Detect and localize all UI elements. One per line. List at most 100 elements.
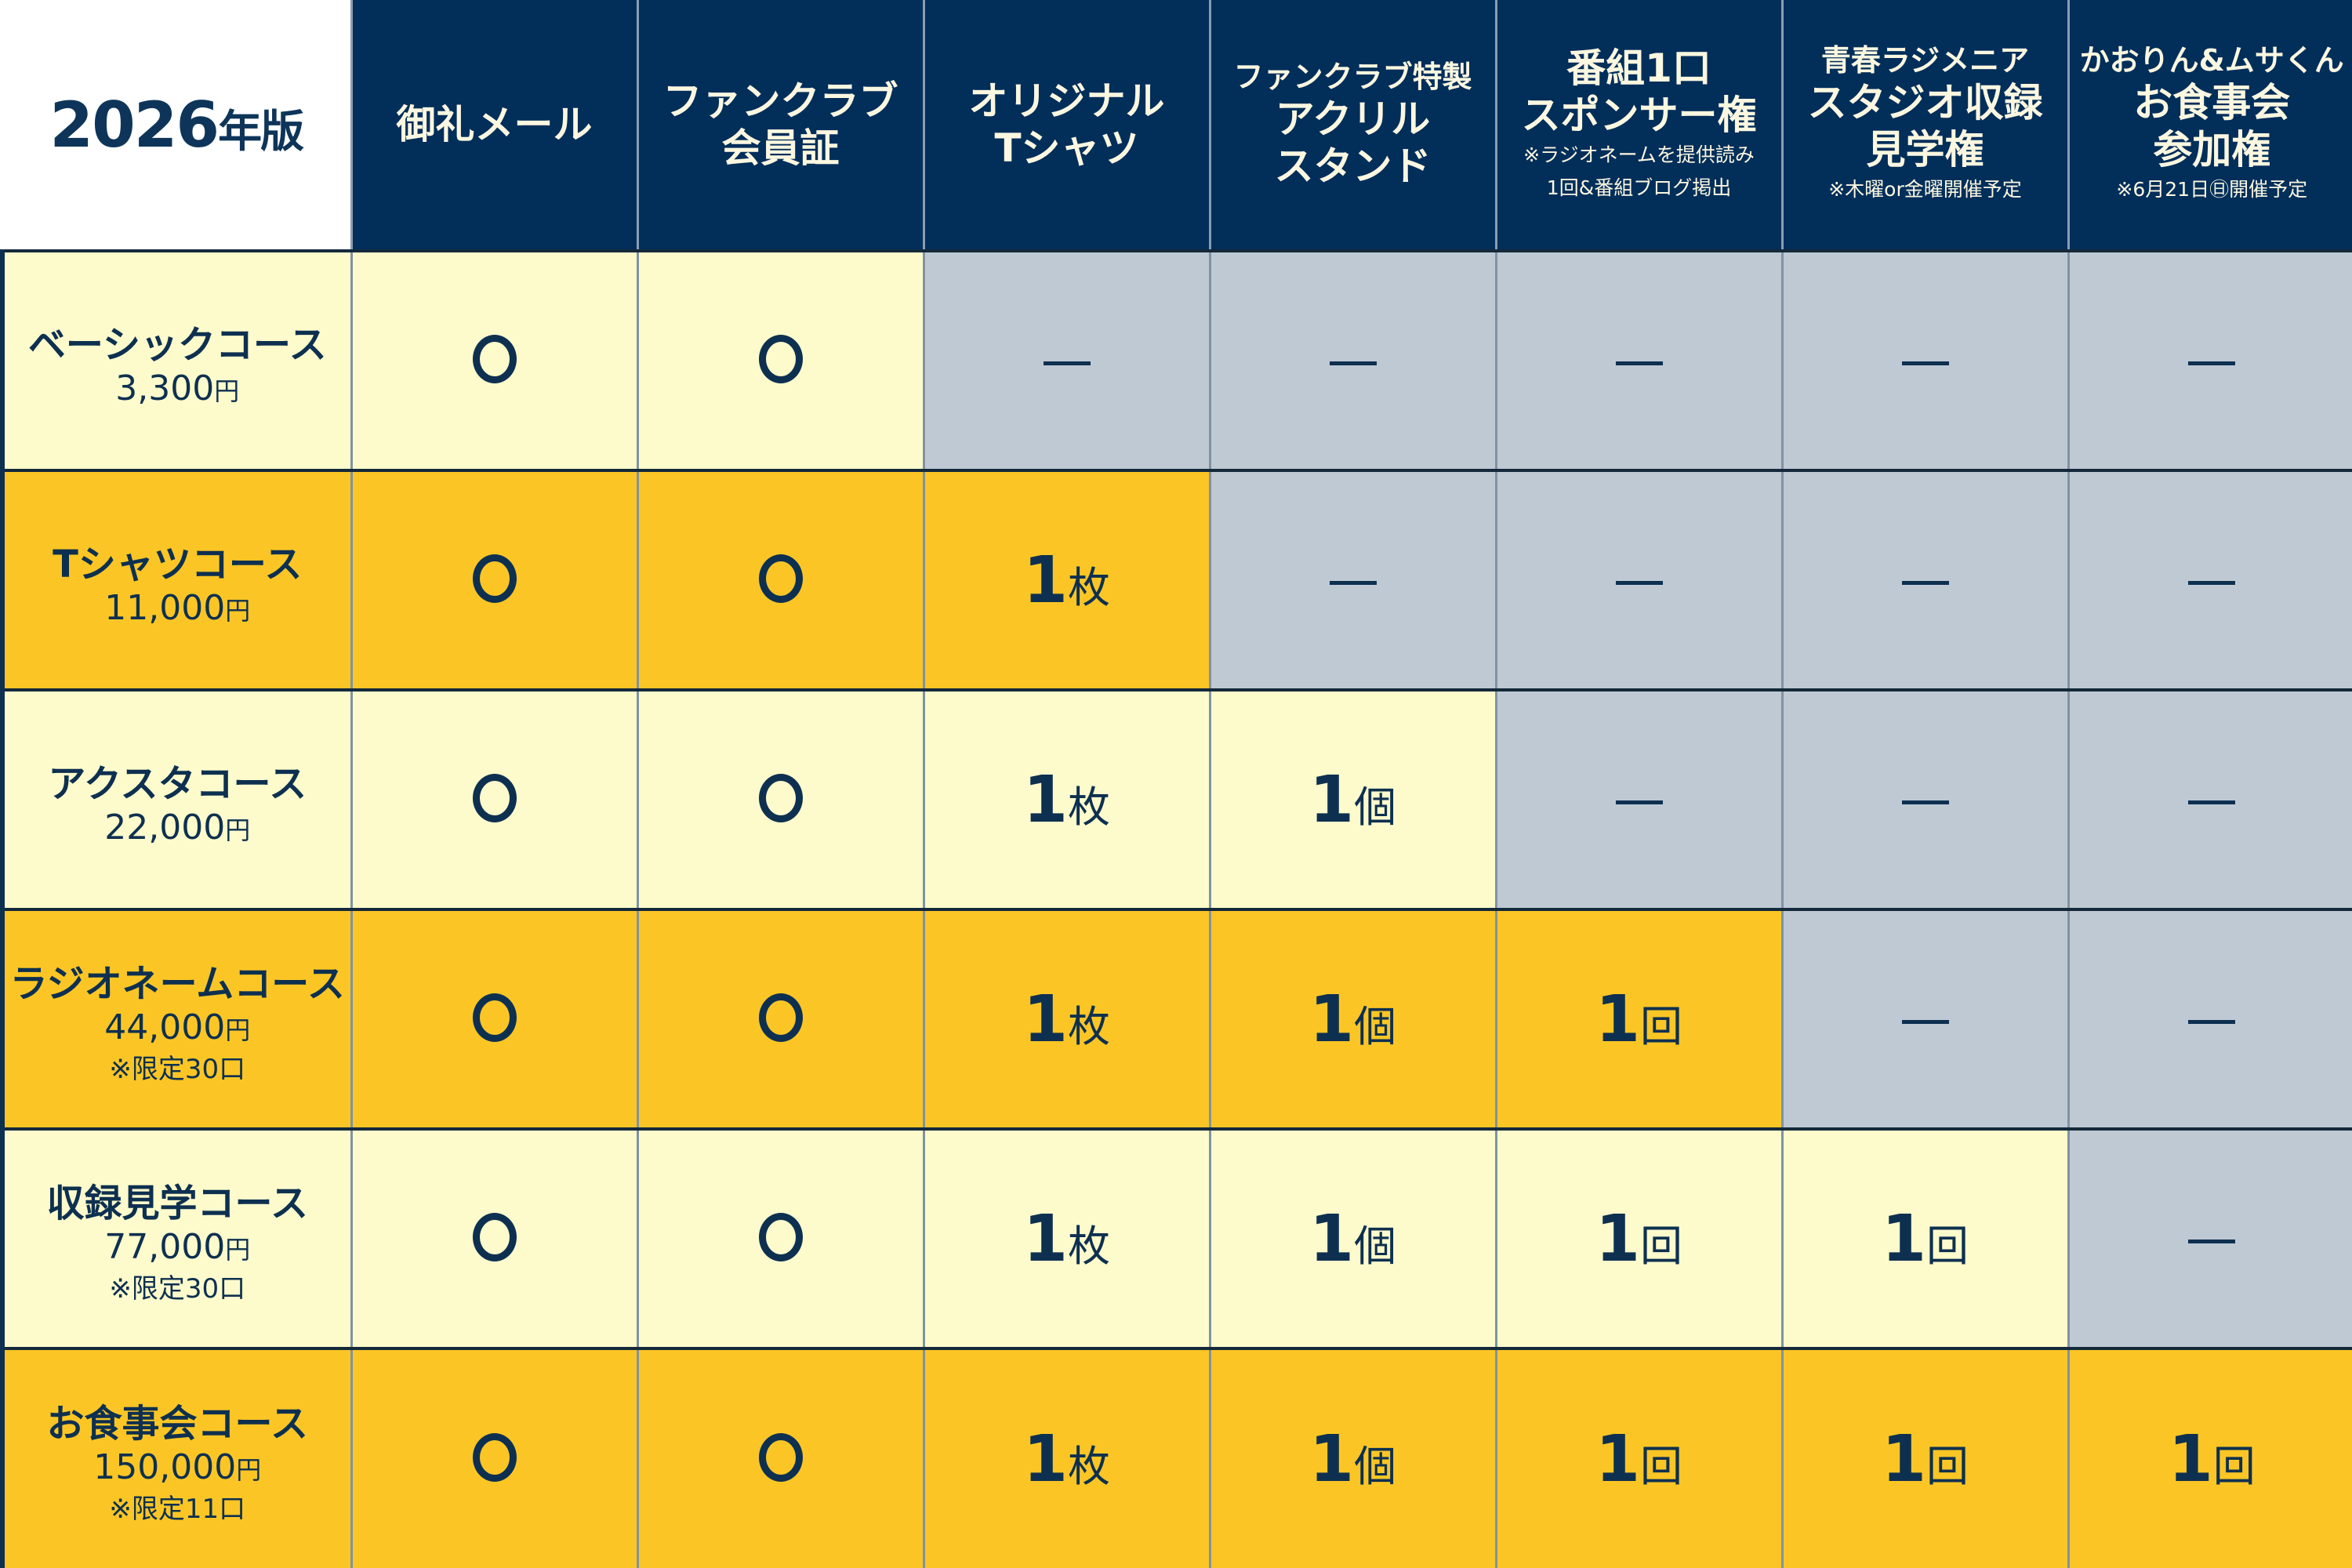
benefit-cell	[1208, 249, 1496, 470]
benefit-cell: 1回	[1494, 1347, 1782, 1568]
course-rows: ベーシックコース 3,300円 Tシャツコース 11,000円 1枚 アクスタコース 22,…	[0, 249, 2352, 1568]
benefit-unit: 枚	[1068, 1001, 1111, 1051]
course-label: Tシャツコース 11,000円	[0, 469, 351, 690]
benefit-quantity: 1	[1881, 1201, 1927, 1276]
course-label: ベーシックコース 3,300円	[0, 249, 351, 470]
benefit-unit: 回	[1640, 1441, 1683, 1491]
header-title: 番組1口	[1566, 45, 1711, 91]
header-note: 1回&番組ブログ掲出	[1546, 176, 1732, 199]
column-header: 青春ラジメニア スタジオ収録 見学権 ※木曜or金曜開催予定	[1780, 0, 2068, 251]
benefit-cell	[350, 249, 637, 470]
benefit-cell	[636, 908, 924, 1129]
header-row: 2026年版 御礼メール ファンクラブ 会員証 オリジナル Tシャツ ファンクラブ特製 アク…	[2, 0, 2352, 251]
column-header: かおりん&ムサくん お食事会 参加権 ※6月21日㊐開催予定	[2067, 0, 2352, 251]
benefit-cell: 1回	[1780, 1347, 2068, 1568]
column-header: 御礼メール	[350, 0, 637, 251]
benefit-cell	[636, 1347, 924, 1568]
dash-icon	[1615, 580, 1663, 585]
course-price: 44,000円	[5, 1007, 350, 1047]
benefit-cell	[350, 688, 637, 909]
course-price: 3,300円	[5, 368, 350, 408]
header-note: ※6月21日㊐開催予定	[2116, 177, 2308, 201]
header-title: アクリル	[1275, 96, 1431, 142]
benefit-unit: 個	[1354, 782, 1397, 832]
benefit-unit: 枚	[1068, 562, 1111, 612]
course-limit: ※限定11口	[109, 1494, 246, 1525]
benefit-cell	[1494, 249, 1782, 470]
course-label: アクスタコース 22,000円	[0, 688, 351, 909]
benefit-unit: 回	[2212, 1441, 2256, 1491]
course-name: お食事会コース	[46, 1402, 309, 1446]
header-title: スタンド	[1274, 143, 1432, 189]
price-value: 77,000	[104, 1227, 226, 1267]
course-label: ラジオネームコース 44,000円 ※限定30口	[0, 908, 351, 1129]
header-note: ※木曜or金曜開催予定	[1828, 177, 2022, 201]
yen-unit: 円	[214, 376, 240, 406]
course-row: ベーシックコース 3,300円	[0, 249, 2352, 470]
benefit-unit: 個	[1354, 1441, 1397, 1491]
benefit-cell	[922, 249, 1210, 470]
benefit-cell	[2067, 1127, 2352, 1348]
dash-icon	[1329, 580, 1377, 585]
benefit-quantity: 1	[1308, 762, 1355, 837]
dash-icon	[1901, 1019, 1949, 1024]
benefit-quantity: 1	[2168, 1421, 2213, 1497]
benefit-cell: 1個	[1208, 1347, 1496, 1568]
header-title: スタジオ収録	[1807, 79, 2043, 125]
benefit-quantity: 1	[1308, 1421, 1355, 1497]
dash-icon	[2188, 580, 2236, 585]
course-limit: ※限定30口	[109, 1273, 246, 1305]
course-row: 収録見学コース 77,000円 ※限定30口 1枚 1個 1回 1回	[0, 1127, 2352, 1348]
circle-icon	[472, 335, 517, 383]
course-price: 150,000円	[5, 1447, 350, 1487]
circle-icon	[472, 554, 517, 603]
header-title: ファンクラブ	[662, 78, 898, 124]
header-title: 会員証	[721, 125, 840, 171]
circle-icon	[758, 1433, 803, 1482]
year-suffix: 年版	[218, 106, 304, 158]
benefit-cell: 1回	[1494, 1127, 1782, 1348]
circle-icon	[472, 993, 517, 1042]
yen-unit: 円	[225, 1015, 251, 1045]
benefit-cell	[2067, 249, 2352, 470]
benefit-quantity: 1	[1022, 1421, 1069, 1497]
benefit-quantity: 1	[1595, 1201, 1641, 1276]
dash-icon	[2188, 1019, 2236, 1024]
benefit-quantity: 1	[1022, 982, 1069, 1057]
course-row: ラジオネームコース 44,000円 ※限定30口 1枚 1個 1回	[0, 908, 2352, 1129]
benefit-quantity: 1	[1308, 982, 1355, 1057]
benefit-cell	[636, 1127, 924, 1348]
benefit-cell: 1回	[1780, 1127, 2068, 1348]
course-limit: ※限定30口	[109, 1054, 246, 1085]
header-title: オリジナル	[968, 78, 1165, 124]
header-title: お食事会	[2133, 79, 2291, 125]
dash-icon	[2188, 1239, 2236, 1243]
circle-icon	[758, 554, 803, 603]
circle-icon	[758, 1213, 803, 1261]
price-value: 22,000	[104, 807, 226, 848]
benefit-cell	[350, 1127, 637, 1348]
benefit-cell	[1780, 688, 2068, 909]
course-price: 11,000円	[5, 588, 350, 628]
benefit-cell: 1枚	[922, 469, 1210, 690]
circle-icon	[472, 1213, 517, 1261]
benefit-unit: 回	[1640, 1001, 1683, 1051]
benefit-cell: 1枚	[922, 1127, 1210, 1348]
course-name: ベーシックコース	[27, 322, 327, 367]
benefit-cell	[1208, 469, 1496, 690]
benefit-unit: 個	[1354, 1221, 1397, 1271]
price-value: 3,300	[115, 368, 215, 408]
dash-icon	[2188, 800, 2236, 804]
header-pretitle: かおりん&ムサくん	[2079, 42, 2344, 78]
benefit-quantity: 1	[1022, 762, 1069, 837]
header-pretitle: ファンクラブ特製	[1233, 60, 1472, 95]
course-name: 収録見学コース	[46, 1181, 309, 1225]
yen-unit: 円	[225, 815, 251, 845]
benefit-cell: 1回	[2067, 1347, 2352, 1568]
benefit-cell	[1494, 688, 1782, 909]
dash-icon	[1043, 361, 1091, 365]
circle-icon	[472, 1433, 517, 1482]
course-price: 22,000円	[5, 808, 350, 848]
benefit-cell: 1個	[1208, 1127, 1496, 1348]
